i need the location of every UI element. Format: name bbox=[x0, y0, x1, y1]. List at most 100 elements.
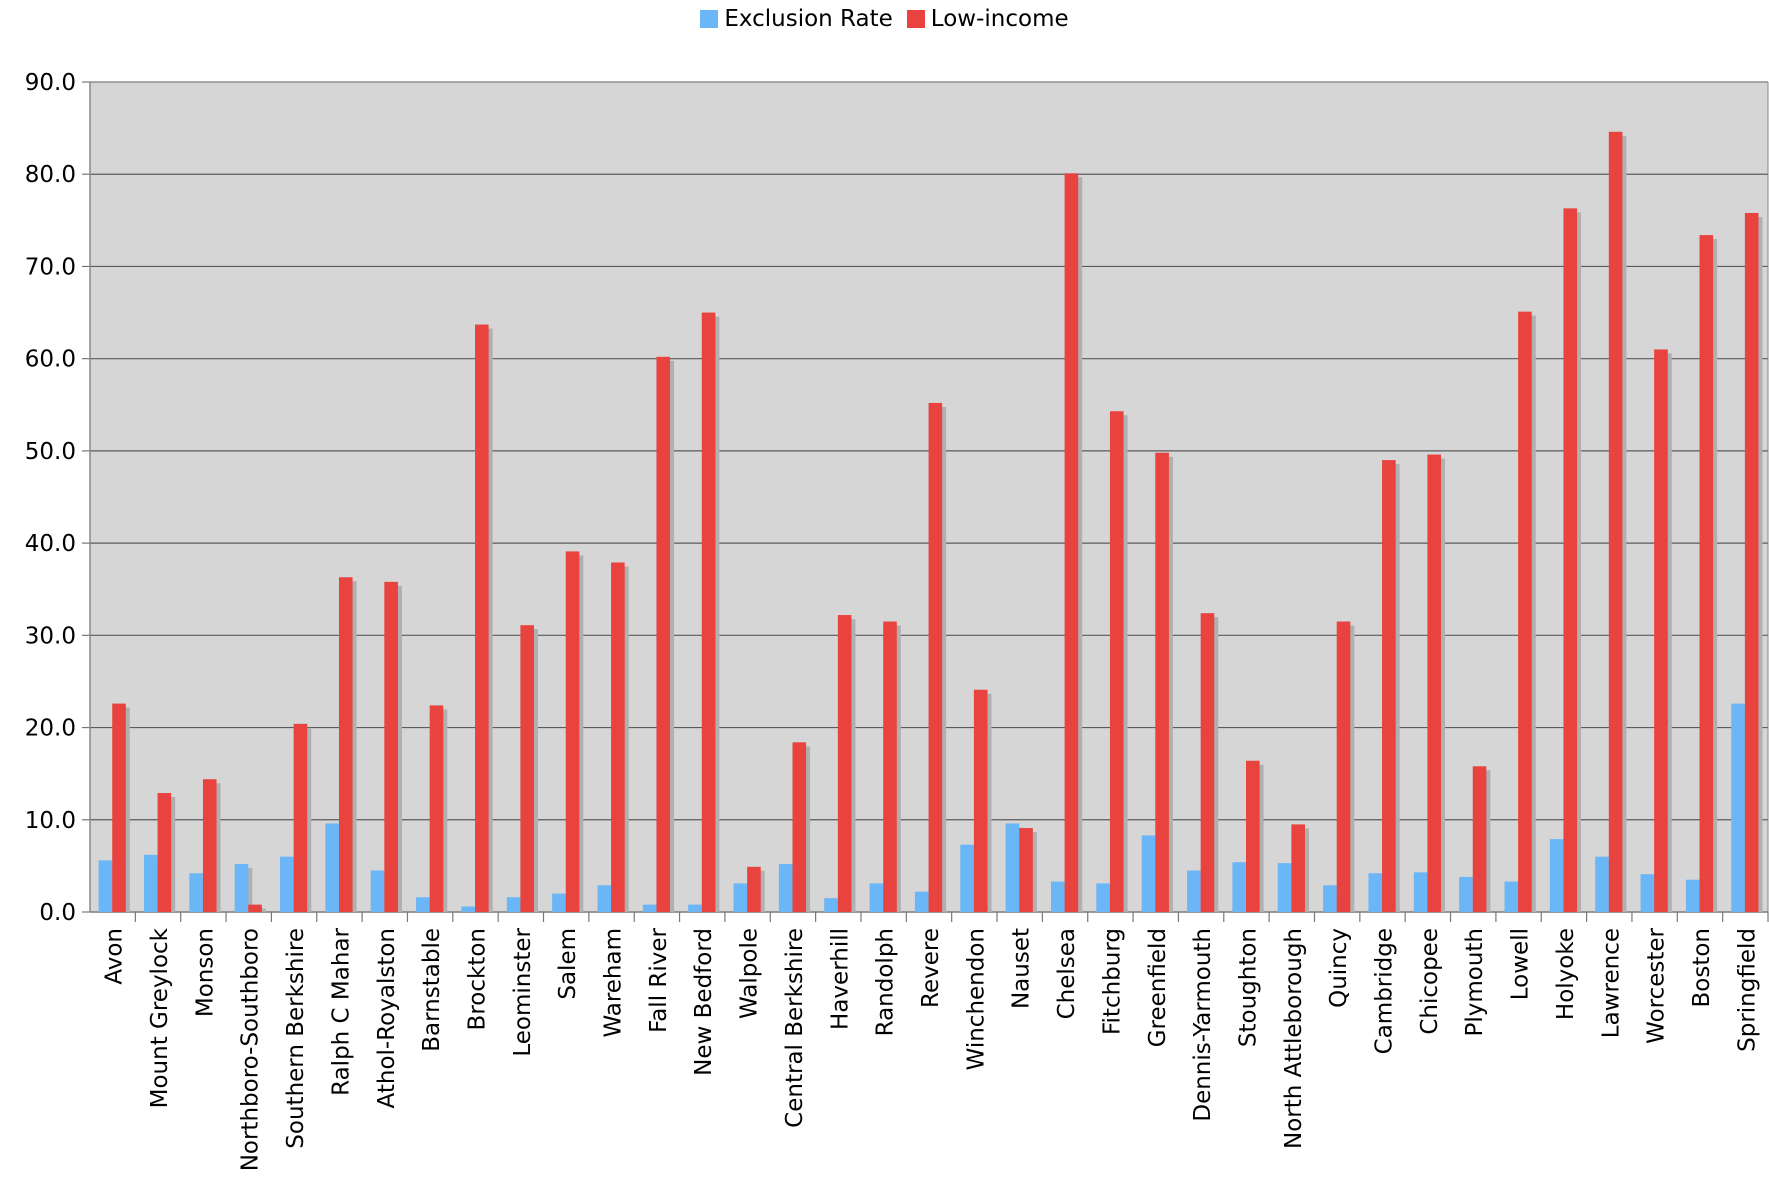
bar-exclusion-rate bbox=[416, 897, 430, 912]
bar-exclusion-rate bbox=[1323, 885, 1337, 912]
bar-exclusion-rate bbox=[733, 883, 748, 912]
bar-exclusion-rate bbox=[98, 860, 113, 912]
bar-exclusion-rate bbox=[1050, 881, 1065, 912]
x-tick-label: Northboro-Southboro bbox=[238, 928, 264, 1171]
bar-exclusion-rate bbox=[1005, 823, 1020, 912]
x-tick-label: Avon bbox=[102, 928, 128, 985]
x-tick-label: Revere bbox=[918, 928, 944, 1008]
bar-low-income bbox=[248, 904, 262, 912]
x-tick-label: North Attleborough bbox=[1281, 928, 1307, 1149]
x-tick-label: Worcester bbox=[1644, 927, 1670, 1043]
bar-exclusion-rate bbox=[1549, 839, 1564, 912]
bar-low-income bbox=[202, 779, 217, 912]
bar-exclusion-rate bbox=[234, 864, 249, 912]
bar-low-income bbox=[1744, 212, 1759, 912]
bar-low-income bbox=[1200, 613, 1215, 912]
x-tick-label: Walpole bbox=[737, 928, 763, 1019]
y-tick-label: 80.0 bbox=[25, 162, 76, 188]
bar-exclusion-rate bbox=[552, 893, 566, 912]
x-tick-label: Boston bbox=[1689, 928, 1715, 1008]
bar-low-income bbox=[520, 625, 534, 912]
y-tick-label: 50.0 bbox=[25, 439, 76, 465]
x-tick-label: Leominster bbox=[510, 927, 536, 1056]
x-tick-label: Wareham bbox=[601, 928, 627, 1038]
bar-exclusion-rate bbox=[597, 885, 612, 912]
bar-low-income bbox=[1518, 311, 1532, 913]
bar-exclusion-rate bbox=[1096, 883, 1110, 912]
x-tick-label: Plymouth bbox=[1462, 928, 1488, 1037]
bar-exclusion-rate bbox=[1731, 703, 1745, 912]
bar-exclusion-rate bbox=[1685, 879, 1700, 912]
x-tick-label: Randolph bbox=[873, 928, 899, 1036]
bar-low-income bbox=[1155, 452, 1169, 912]
bar-low-income bbox=[701, 312, 716, 912]
y-tick-label: 90.0 bbox=[25, 70, 76, 96]
bar-low-income bbox=[883, 621, 897, 912]
bar-exclusion-rate bbox=[869, 883, 884, 912]
bar-exclusion-rate bbox=[778, 864, 793, 912]
chart-legend: Exclusion Rate Low-income bbox=[0, 6, 1769, 32]
bar-exclusion-rate bbox=[1141, 835, 1156, 912]
bar-low-income bbox=[1336, 621, 1351, 912]
x-tick-label: Southern Berkshire bbox=[283, 928, 309, 1149]
bar-exclusion-rate bbox=[1187, 870, 1201, 912]
y-tick-label: 40.0 bbox=[25, 531, 76, 557]
bar-low-income bbox=[656, 356, 671, 912]
x-tick-label: Monson bbox=[192, 928, 218, 1017]
bar-exclusion-rate bbox=[280, 856, 294, 912]
bar-low-income bbox=[565, 551, 580, 912]
y-tick-label: 70.0 bbox=[25, 254, 76, 280]
bar-exclusion-rate bbox=[1640, 874, 1655, 912]
x-tick-label: Chelsea bbox=[1054, 928, 1080, 1019]
x-tick-label: Chicopee bbox=[1417, 928, 1443, 1035]
x-tick-label: Stoughton bbox=[1235, 928, 1261, 1047]
bar-exclusion-rate bbox=[824, 898, 838, 912]
bar-exclusion-rate bbox=[1368, 873, 1383, 912]
x-tick-label: Athol-Royalston bbox=[374, 928, 400, 1108]
bar-exclusion-rate bbox=[1232, 862, 1247, 912]
x-tick-label: Ralph C Mahar bbox=[328, 927, 354, 1095]
x-tick-label: Greenfield bbox=[1145, 928, 1171, 1047]
x-tick-label: Cambridge bbox=[1372, 928, 1398, 1054]
legend-label-exclusion-rate: Exclusion Rate bbox=[724, 6, 893, 32]
bar-low-income bbox=[1291, 824, 1305, 912]
bar-low-income bbox=[837, 615, 852, 912]
bar-low-income bbox=[1563, 208, 1578, 912]
legend-swatch-exclusion-rate bbox=[700, 10, 719, 28]
x-tick-label: Haverhill bbox=[827, 928, 853, 1030]
bar-low-income bbox=[157, 793, 172, 912]
bar-low-income bbox=[338, 577, 353, 912]
bar-low-income bbox=[1019, 828, 1033, 912]
bar-low-income bbox=[1109, 411, 1124, 912]
bar-exclusion-rate bbox=[642, 904, 657, 912]
bar-exclusion-rate bbox=[1504, 881, 1519, 912]
x-tick-label: Holyoke bbox=[1553, 928, 1579, 1020]
legend-label-low-income: Low-income bbox=[930, 6, 1069, 32]
y-tick-label: 60.0 bbox=[25, 347, 76, 373]
legend-item-exclusion-rate[interactable]: Exclusion Rate bbox=[700, 6, 893, 32]
bar-exclusion-rate bbox=[1595, 856, 1609, 912]
bar-low-income bbox=[1608, 131, 1623, 913]
x-tick-label: Quincy bbox=[1326, 928, 1352, 1008]
bar-exclusion-rate bbox=[143, 854, 158, 912]
bar-low-income bbox=[792, 742, 807, 912]
bar-low-income bbox=[1246, 760, 1260, 912]
y-tick-label: 20.0 bbox=[25, 716, 76, 742]
x-tick-label: Barnstable bbox=[419, 928, 445, 1052]
legend-swatch-low-income bbox=[906, 10, 925, 28]
bar-low-income bbox=[112, 703, 126, 912]
x-tick-label: Dennis-Yarmouth bbox=[1190, 928, 1216, 1122]
bar-low-income bbox=[928, 402, 943, 912]
x-tick-label: Fitchburg bbox=[1099, 928, 1125, 1035]
bar-low-income bbox=[293, 723, 308, 912]
bar-exclusion-rate bbox=[1413, 872, 1428, 912]
y-tick-label: 30.0 bbox=[25, 623, 76, 649]
x-tick-label: Lowell bbox=[1508, 928, 1534, 1000]
bar-low-income bbox=[1699, 235, 1714, 913]
x-tick-label: Central Berkshire bbox=[782, 928, 808, 1128]
bar-exclusion-rate bbox=[370, 870, 385, 912]
bar-low-income bbox=[475, 324, 489, 912]
bar-exclusion-rate bbox=[189, 873, 203, 912]
legend-item-low-income[interactable]: Low-income bbox=[906, 6, 1069, 32]
